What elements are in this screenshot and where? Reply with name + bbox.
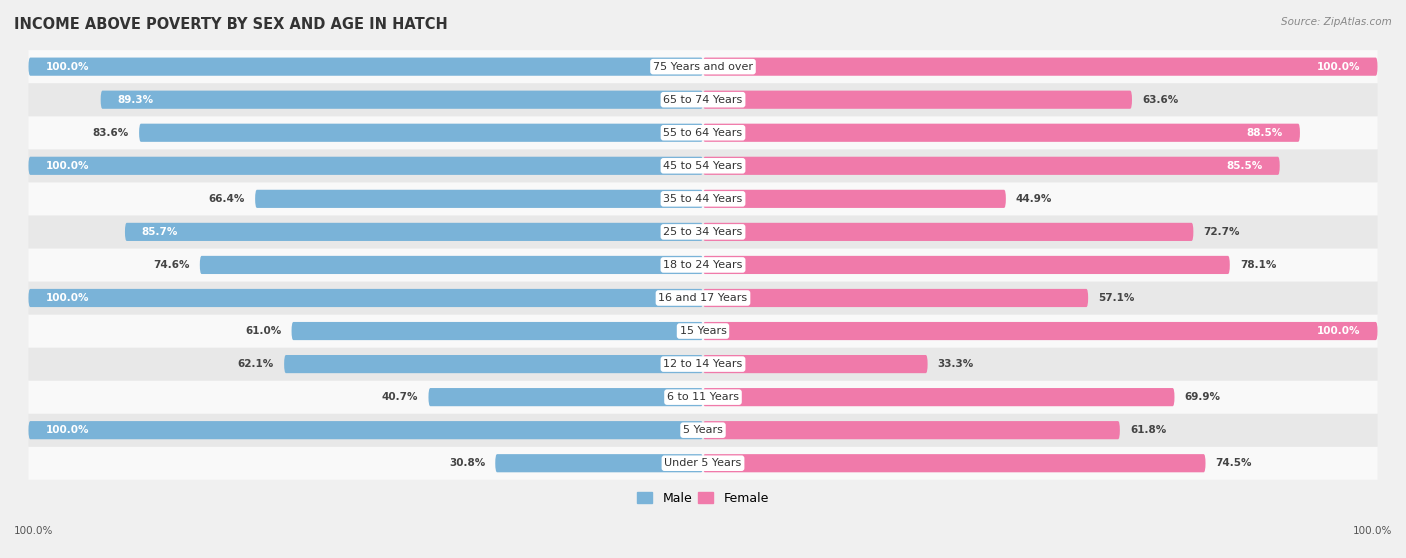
FancyBboxPatch shape [125, 223, 703, 241]
Legend: Male, Female: Male, Female [633, 487, 773, 510]
FancyBboxPatch shape [101, 90, 703, 109]
Text: 35 to 44 Years: 35 to 44 Years [664, 194, 742, 204]
Text: 74.5%: 74.5% [1216, 458, 1253, 468]
FancyBboxPatch shape [28, 248, 1378, 281]
Text: 88.5%: 88.5% [1247, 128, 1284, 138]
Text: 100.0%: 100.0% [45, 161, 89, 171]
Text: 100.0%: 100.0% [45, 425, 89, 435]
FancyBboxPatch shape [254, 190, 703, 208]
FancyBboxPatch shape [495, 454, 703, 472]
Text: 72.7%: 72.7% [1204, 227, 1240, 237]
Text: 85.5%: 85.5% [1226, 161, 1263, 171]
FancyBboxPatch shape [28, 447, 1378, 480]
FancyBboxPatch shape [28, 116, 1378, 150]
Text: 25 to 34 Years: 25 to 34 Years [664, 227, 742, 237]
Text: 85.7%: 85.7% [142, 227, 179, 237]
Text: 100.0%: 100.0% [45, 61, 89, 71]
FancyBboxPatch shape [28, 348, 1378, 381]
Text: INCOME ABOVE POVERTY BY SEX AND AGE IN HATCH: INCOME ABOVE POVERTY BY SEX AND AGE IN H… [14, 17, 447, 32]
Text: 83.6%: 83.6% [93, 128, 129, 138]
Text: 5 Years: 5 Years [683, 425, 723, 435]
Text: 40.7%: 40.7% [382, 392, 419, 402]
Text: 44.9%: 44.9% [1017, 194, 1052, 204]
Text: 66.4%: 66.4% [208, 194, 245, 204]
FancyBboxPatch shape [28, 315, 1378, 348]
FancyBboxPatch shape [703, 388, 1174, 406]
Text: 100.0%: 100.0% [1353, 526, 1392, 536]
Text: 100.0%: 100.0% [14, 526, 53, 536]
Text: 55 to 64 Years: 55 to 64 Years [664, 128, 742, 138]
FancyBboxPatch shape [703, 223, 1194, 241]
FancyBboxPatch shape [28, 413, 1378, 447]
Text: 61.0%: 61.0% [245, 326, 281, 336]
FancyBboxPatch shape [703, 454, 1205, 472]
Text: 62.1%: 62.1% [238, 359, 274, 369]
Text: 45 to 54 Years: 45 to 54 Years [664, 161, 742, 171]
FancyBboxPatch shape [703, 322, 1378, 340]
FancyBboxPatch shape [28, 289, 703, 307]
FancyBboxPatch shape [28, 182, 1378, 215]
FancyBboxPatch shape [703, 421, 1119, 439]
FancyBboxPatch shape [28, 83, 1378, 116]
Text: 63.6%: 63.6% [1142, 95, 1178, 105]
FancyBboxPatch shape [28, 57, 703, 76]
Text: 100.0%: 100.0% [1317, 326, 1361, 336]
FancyBboxPatch shape [703, 289, 1088, 307]
FancyBboxPatch shape [703, 124, 1301, 142]
FancyBboxPatch shape [28, 281, 1378, 315]
FancyBboxPatch shape [28, 381, 1378, 413]
FancyBboxPatch shape [200, 256, 703, 274]
Text: 100.0%: 100.0% [45, 293, 89, 303]
Text: 15 Years: 15 Years [679, 326, 727, 336]
Text: 61.8%: 61.8% [1130, 425, 1166, 435]
Text: 33.3%: 33.3% [938, 359, 974, 369]
FancyBboxPatch shape [703, 190, 1005, 208]
Text: 6 to 11 Years: 6 to 11 Years [666, 392, 740, 402]
FancyBboxPatch shape [28, 421, 703, 439]
FancyBboxPatch shape [429, 388, 703, 406]
FancyBboxPatch shape [28, 150, 1378, 182]
Text: 16 and 17 Years: 16 and 17 Years [658, 293, 748, 303]
Text: 78.1%: 78.1% [1240, 260, 1277, 270]
FancyBboxPatch shape [284, 355, 703, 373]
Text: 12 to 14 Years: 12 to 14 Years [664, 359, 742, 369]
FancyBboxPatch shape [703, 157, 1279, 175]
FancyBboxPatch shape [703, 90, 1132, 109]
FancyBboxPatch shape [703, 355, 928, 373]
FancyBboxPatch shape [703, 57, 1378, 76]
FancyBboxPatch shape [703, 256, 1230, 274]
Text: 69.9%: 69.9% [1185, 392, 1220, 402]
FancyBboxPatch shape [28, 157, 703, 175]
FancyBboxPatch shape [291, 322, 703, 340]
Text: 18 to 24 Years: 18 to 24 Years [664, 260, 742, 270]
FancyBboxPatch shape [28, 215, 1378, 248]
Text: 75 Years and over: 75 Years and over [652, 61, 754, 71]
Text: 74.6%: 74.6% [153, 260, 190, 270]
FancyBboxPatch shape [28, 50, 1378, 83]
Text: 65 to 74 Years: 65 to 74 Years [664, 95, 742, 105]
Text: 89.3%: 89.3% [118, 95, 153, 105]
Text: 57.1%: 57.1% [1098, 293, 1135, 303]
FancyBboxPatch shape [139, 124, 703, 142]
Text: Source: ZipAtlas.com: Source: ZipAtlas.com [1281, 17, 1392, 27]
Text: 30.8%: 30.8% [449, 458, 485, 468]
Text: 100.0%: 100.0% [1317, 61, 1361, 71]
Text: Under 5 Years: Under 5 Years [665, 458, 741, 468]
